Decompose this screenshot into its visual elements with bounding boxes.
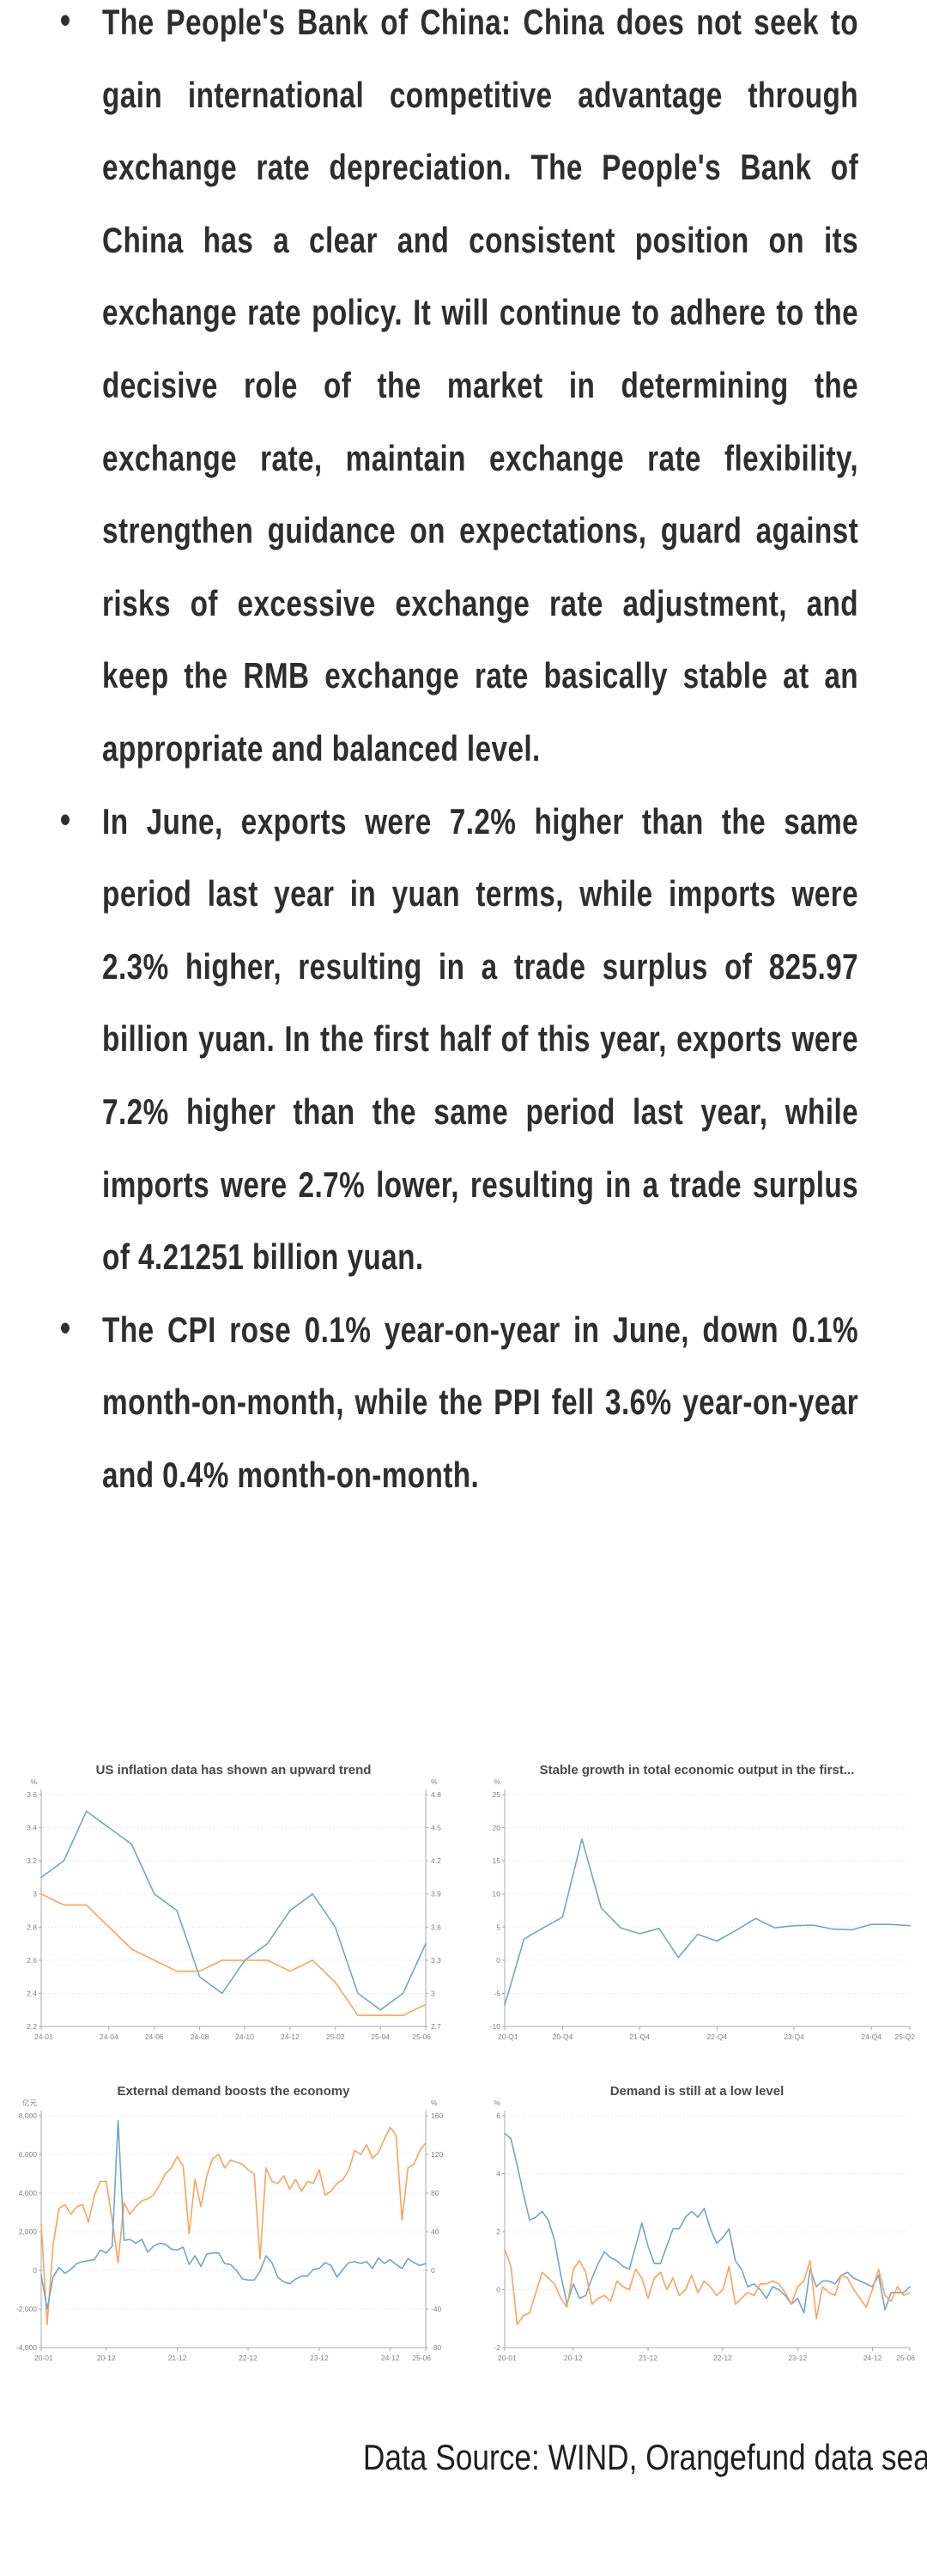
svg-text:4,000: 4,000 (19, 2189, 38, 2197)
bullet-item-trade-data: In June, exports were 7.2% higher than t… (0, 784, 858, 1294)
svg-text:0: 0 (496, 1956, 500, 1965)
svg-text:2.2: 2.2 (27, 2022, 37, 2031)
svg-text:3.6: 3.6 (431, 1923, 441, 1931)
svg-text:21-Q4: 21-Q4 (629, 2032, 650, 2041)
svg-text:2: 2 (496, 2227, 500, 2236)
bullet-item-cpi-ppi: The CPI rose 0.1% year-on-year in June, … (0, 1292, 858, 1512)
svg-text:80: 80 (431, 2189, 439, 2197)
svg-text:24-01: 24-01 (34, 2032, 53, 2041)
svg-text:3.6: 3.6 (27, 1790, 37, 1799)
svg-text:25-04: 25-04 (371, 2032, 390, 2041)
svg-text:-4,000: -4,000 (16, 2343, 37, 2352)
svg-text:21-12: 21-12 (168, 2354, 187, 2362)
svg-text:20-Q1: 20-Q1 (498, 2032, 518, 2041)
svg-text:25-Q2: 25-Q2 (894, 2032, 915, 2041)
svg-text:-80: -80 (431, 2343, 442, 2352)
svg-text:0: 0 (496, 2286, 500, 2294)
svg-text:2.6: 2.6 (27, 1956, 37, 1965)
svg-text:2.8: 2.8 (27, 1923, 37, 1931)
svg-text:22-12: 22-12 (713, 2354, 732, 2362)
svg-text:3.2: 3.2 (27, 1856, 37, 1865)
svg-text:2,000: 2,000 (19, 2227, 38, 2236)
svg-text:25-02: 25-02 (326, 2032, 345, 2041)
svg-text:%: % (431, 1777, 438, 1786)
svg-text:25-06: 25-06 (412, 2032, 431, 2041)
svg-text:2.7: 2.7 (431, 2022, 441, 2031)
svg-text:Stable growth in total economi: Stable growth in total economic output i… (540, 1763, 855, 1777)
svg-text:24-06: 24-06 (145, 2032, 164, 2041)
svg-text:4.2: 4.2 (431, 1856, 441, 1865)
svg-text:24-12: 24-12 (381, 2354, 400, 2362)
svg-text:亿元: 亿元 (22, 2099, 38, 2107)
svg-text:-2,000: -2,000 (16, 2305, 37, 2313)
svg-text:3.3: 3.3 (431, 1956, 441, 1965)
svg-text:15: 15 (493, 1856, 501, 1865)
svg-text:6,000: 6,000 (19, 2150, 38, 2159)
svg-text:3: 3 (431, 1989, 435, 1997)
svg-text:24-10: 24-10 (235, 2032, 254, 2041)
svg-text:%: % (431, 2099, 438, 2107)
svg-text:25: 25 (493, 1790, 501, 1799)
svg-text:24-12: 24-12 (863, 2354, 882, 2362)
svg-text:8,000: 8,000 (19, 2111, 38, 2120)
chart-demand-low-level: Demand is still at a low level 6 4 2 0 -2% 20-… (494, 2084, 915, 2362)
svg-text:6: 6 (496, 2111, 500, 2120)
svg-text:25-06: 25-06 (896, 2354, 915, 2362)
svg-text:20-01: 20-01 (34, 2354, 53, 2362)
svg-text:4.8: 4.8 (431, 1790, 441, 1799)
data-source-note: Data Source: WIND, Orangefund data sea (363, 2437, 927, 2477)
svg-text:%: % (494, 2099, 500, 2107)
svg-text:23-12: 23-12 (310, 2354, 329, 2362)
svg-text:20-Q4: 20-Q4 (553, 2032, 573, 2041)
bullet-item-pboc-statement: The People's Bank of China: China does n… (0, 0, 858, 786)
svg-text:-10: -10 (490, 2022, 501, 2031)
svg-text:23-Q4: 23-Q4 (784, 2032, 804, 2041)
svg-text:120: 120 (431, 2150, 443, 2159)
svg-text:24-12: 24-12 (281, 2032, 300, 2041)
svg-text:%: % (494, 1777, 500, 1786)
chart-external-demand: External demand boosts the economy 8,000 6… (16, 2084, 444, 2362)
svg-text:0: 0 (33, 2266, 37, 2275)
svg-text:21-12: 21-12 (639, 2354, 657, 2362)
svg-text:20: 20 (493, 1824, 501, 1832)
chart-us-inflation: US inflation data has shown an upward tr… (27, 1763, 441, 2041)
svg-text:External demand boosts the eco: External demand boosts the economy (118, 2084, 351, 2099)
svg-text:23-12: 23-12 (788, 2354, 807, 2362)
svg-text:22-12: 22-12 (239, 2354, 258, 2362)
svg-text:-40: -40 (431, 2305, 442, 2313)
svg-text:20-12: 20-12 (564, 2354, 583, 2362)
svg-text:-2: -2 (494, 2343, 500, 2352)
svg-text:20-01: 20-01 (498, 2354, 517, 2362)
svg-text:-5: -5 (494, 1989, 500, 1997)
svg-text:3: 3 (33, 1890, 37, 1899)
svg-text:20-12: 20-12 (97, 2354, 116, 2362)
svg-text:22-Q4: 22-Q4 (707, 2032, 728, 2041)
svg-text:4.5: 4.5 (431, 1824, 441, 1832)
svg-text:2.4: 2.4 (27, 1989, 37, 1997)
svg-text:24-08: 24-08 (191, 2032, 209, 2041)
svg-text:US inflation data has shown an: US inflation data has shown an upward tr… (96, 1763, 372, 1777)
svg-text:3.9: 3.9 (431, 1890, 441, 1899)
svg-text:25-06: 25-06 (412, 2354, 431, 2362)
svg-text:10: 10 (493, 1890, 501, 1899)
bullet-list: The People's Bank of China: China does n… (0, 0, 858, 1511)
svg-text:0: 0 (431, 2266, 435, 2275)
charts-grid: US inflation data has shown an upward tr… (2, 1757, 927, 2377)
chart-gdp-growth: Stable growth in total economic output i… (490, 1763, 916, 2041)
svg-text:4: 4 (496, 2170, 500, 2178)
svg-text:40: 40 (431, 2227, 439, 2236)
svg-text:3.4: 3.4 (27, 1824, 37, 1832)
svg-text:Demand is still at a low level: Demand is still at a low level (610, 2084, 785, 2099)
svg-text:%: % (30, 1777, 37, 1786)
svg-text:24-04: 24-04 (100, 2032, 118, 2041)
svg-text:160: 160 (431, 2111, 443, 2120)
svg-text:5: 5 (496, 1923, 500, 1931)
svg-text:24-Q4: 24-Q4 (861, 2032, 882, 2041)
